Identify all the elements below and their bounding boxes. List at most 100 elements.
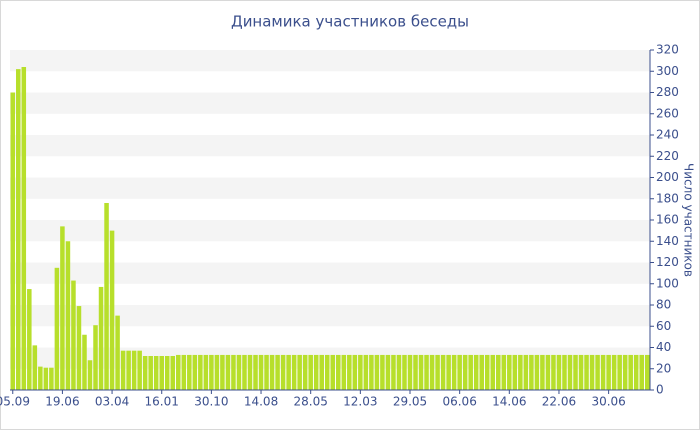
- bar: [336, 354, 341, 390]
- bar: [363, 354, 369, 390]
- y-tick-label: 120: [656, 255, 679, 269]
- bar: [369, 354, 374, 390]
- y-tick-label: 180: [656, 191, 679, 205]
- bar: [507, 354, 512, 390]
- bar: [247, 354, 253, 390]
- y-tick-label: 260: [656, 106, 679, 120]
- bar: [529, 354, 534, 390]
- bar: [82, 334, 87, 390]
- bar: [93, 325, 98, 390]
- bar: [209, 354, 214, 390]
- y-tick-label: 40: [656, 340, 671, 354]
- bar: [10, 92, 16, 390]
- bar: [534, 354, 540, 390]
- bar: [462, 354, 468, 390]
- bar: [413, 354, 418, 390]
- bar: [352, 354, 358, 390]
- bar: [573, 354, 578, 390]
- bar: [302, 354, 308, 390]
- bar: [286, 354, 291, 390]
- bar: [341, 354, 347, 390]
- bar: [131, 350, 137, 390]
- bar: [496, 354, 501, 390]
- chart-title: Динамика участников беседы: [231, 13, 469, 31]
- bar: [203, 354, 209, 390]
- x-tick-label: 22.06: [542, 395, 576, 409]
- y-tick-label: 0: [656, 383, 664, 397]
- bar: [313, 354, 319, 390]
- bar: [556, 354, 562, 390]
- bar: [38, 366, 43, 390]
- bar: [170, 356, 176, 390]
- bar: [611, 354, 617, 390]
- bar: [457, 354, 462, 390]
- grid-band: [10, 50, 650, 72]
- bar: [440, 354, 446, 390]
- bar: [176, 354, 181, 390]
- bar: [347, 354, 352, 390]
- y-tick-label: 200: [656, 170, 679, 184]
- bar: [71, 280, 76, 390]
- y-tick-label: 320: [656, 43, 679, 57]
- bar: [198, 354, 203, 390]
- bar: [639, 354, 644, 390]
- bar: [242, 354, 247, 390]
- bar: [600, 354, 606, 390]
- bar: [595, 354, 600, 390]
- grid-band: [10, 220, 650, 242]
- bar: [324, 354, 330, 390]
- y-tick-label: 220: [656, 149, 679, 163]
- bar: [291, 354, 297, 390]
- x-tick-label: 12.03: [343, 395, 377, 409]
- bar: [76, 306, 82, 390]
- bar: [484, 354, 490, 390]
- x-tick-label: 03.04: [95, 395, 129, 409]
- x-tick-label: 14.06: [492, 395, 526, 409]
- grid-band: [10, 262, 650, 284]
- bar: [49, 367, 54, 390]
- x-tick-label: 14.08: [244, 395, 278, 409]
- y-tick-label: 140: [656, 234, 679, 248]
- bar: [98, 286, 104, 390]
- bar: [435, 354, 440, 390]
- x-tick-label: 05.09: [0, 395, 30, 409]
- bar: [159, 356, 164, 390]
- x-tick-label: 16.01: [145, 395, 179, 409]
- x-tick-label: 06.06: [442, 395, 476, 409]
- bar: [137, 350, 142, 390]
- bar: [540, 354, 545, 390]
- bar: [148, 356, 153, 390]
- bar: [109, 230, 115, 390]
- bar: [16, 69, 21, 390]
- x-tick-label: 29.05: [393, 395, 427, 409]
- bar: [551, 354, 556, 390]
- bar: [253, 354, 258, 390]
- bar: [330, 354, 336, 390]
- bar: [54, 267, 60, 390]
- bar: [27, 289, 32, 390]
- bar: [192, 354, 198, 390]
- bar: [644, 354, 650, 390]
- y-tick-label: 80: [656, 298, 671, 312]
- bar: [269, 354, 275, 390]
- bar: [501, 354, 507, 390]
- bar: [468, 354, 473, 390]
- x-tick-label: 30.10: [194, 395, 228, 409]
- y-tick-label: 100: [656, 276, 679, 290]
- bar: [120, 350, 126, 390]
- bar: [490, 354, 496, 390]
- y-tick-label: 60: [656, 319, 671, 333]
- bar: [545, 354, 551, 390]
- bar: [407, 354, 413, 390]
- bar: [385, 354, 391, 390]
- bar: [584, 354, 589, 390]
- bar: [126, 350, 131, 390]
- bar: [391, 354, 396, 390]
- y-axis-title: Число участников: [682, 163, 696, 277]
- x-tick-label: 19.06: [45, 395, 79, 409]
- bar: [402, 354, 407, 390]
- bar: [451, 354, 457, 390]
- bar: [231, 354, 236, 390]
- grid-band: [10, 135, 650, 157]
- bar: [225, 354, 231, 390]
